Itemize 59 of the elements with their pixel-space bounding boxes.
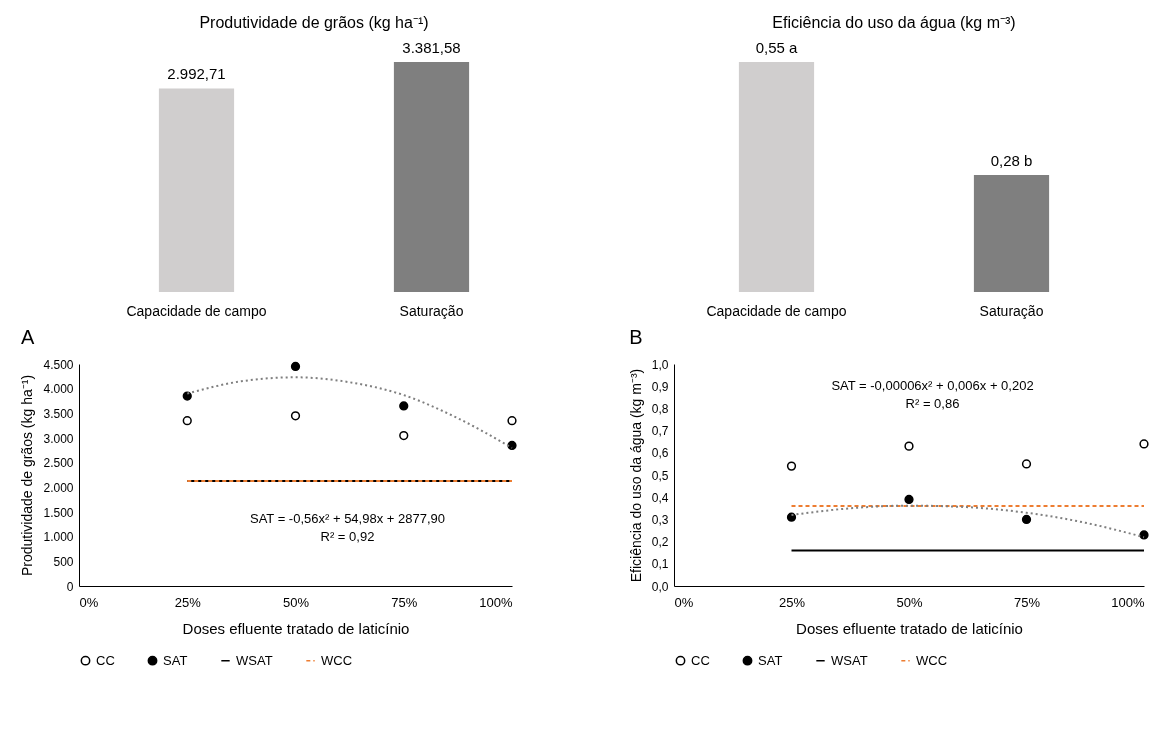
y-tick-label: 2.000 [43,480,74,495]
y-tick-label: 0,4 [651,490,669,505]
x-tick-label: 75% [1013,594,1041,610]
y-tick-label: 0,5 [651,468,669,483]
x-tick-label: Capacidade de campo [126,302,267,319]
y-axis-title: Produtividade de grãos (kg ha⁻¹) [19,374,36,577]
x-tick-label: 0% [674,594,694,610]
chart-title: A [20,326,35,348]
x-tick-label: 100% [1111,594,1145,610]
x-tick-label: 100% [479,594,513,610]
x-tick-label: 50% [896,594,923,610]
y-tick-label: 0,3 [651,512,669,527]
legend-label: WCC [321,652,353,668]
y-tick-label: 1.500 [43,505,74,520]
data-label: 0,28 b [990,151,1033,169]
x-tick-label: 25% [778,594,806,610]
y-tick-label: 4.500 [43,357,74,372]
y-tick-label: 3.000 [43,431,74,446]
x-tick-label: Saturação [979,302,1044,319]
y-tick-label: 0,9 [651,379,669,394]
annotation: R² = 0,92 [320,529,375,545]
chart-title: B [629,326,643,348]
x-tick-label: 75% [391,594,418,610]
legend-label: WSAT [236,652,273,668]
y-tick-label: 0,7 [651,424,669,439]
y-tick-label: 1.000 [43,530,74,545]
x-axis-title: Doses efluente tratado de laticínio [796,619,1023,637]
legend-label: SAT [758,652,783,668]
legend-label: CC [691,652,710,668]
x-tick-label: 25% [174,594,202,610]
annotation: SAT = -0,56x² + 54,98x + 2877,90 [249,511,445,527]
data-label: 0,55 a [755,39,798,56]
x-tick-label: Capacidade de campo [706,302,847,319]
y-tick-label: 0 [66,579,74,594]
legend-label: WCC [916,652,948,668]
data-label: 2.992,71 [167,65,226,83]
y-tick-label: 0,6 [651,446,669,461]
legend-label: WSAT [831,652,868,668]
legend-label: CC [96,652,115,668]
y-tick-label: 0,1 [651,557,669,572]
x-tick-label: Saturação [399,302,464,319]
x-tick-label: 50% [282,594,310,610]
annotation: SAT = -0,00006x² + 0,006x + 0,202 [831,378,1034,394]
chart-title: Eficiência do uso da água (kg m⁻³) [772,14,1016,31]
chart-title: Produtividade de grãos (kg ha⁻¹) [199,14,429,31]
y-axis-title: Eficiência do uso da água (kg m⁻³) [627,368,644,583]
y-tick-label: 500 [53,554,74,569]
legend-label: SAT [163,652,188,668]
y-tick-label: 1,0 [651,357,669,372]
data-label: 3.381,58 [402,39,461,56]
y-tick-label: 2.500 [43,456,74,471]
annotation: R² = 0,86 [905,396,960,412]
y-tick-label: 0,0 [651,579,669,594]
y-tick-label: 0,8 [651,401,669,416]
x-axis-title: Doses efluente tratado de laticínio [182,619,410,637]
y-tick-label: 0,2 [651,535,669,550]
y-tick-label: 3.500 [43,406,74,421]
x-tick-label: 0% [79,594,99,610]
y-tick-label: 4.000 [43,382,74,397]
